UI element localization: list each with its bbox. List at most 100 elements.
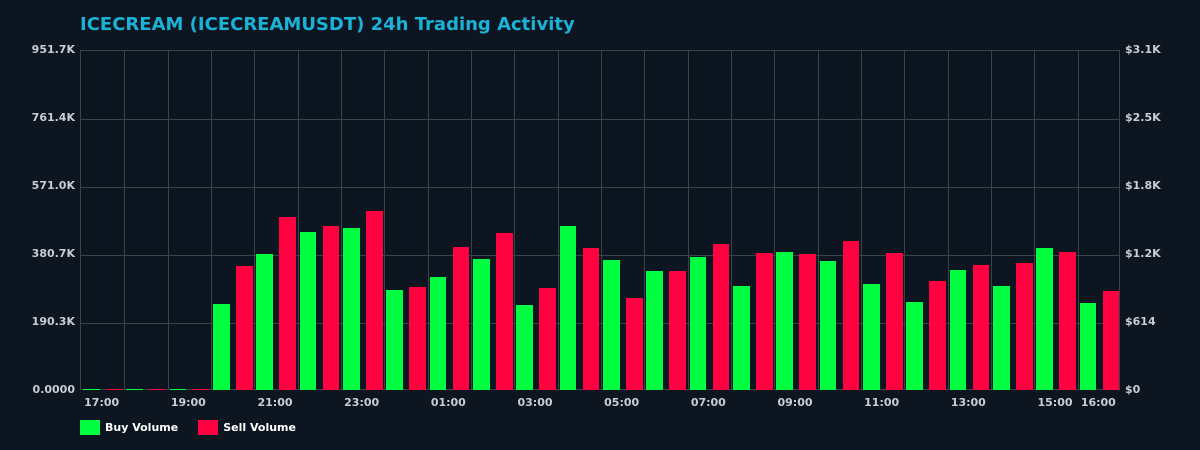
- buy-bar[interactable]: [429, 277, 447, 390]
- h-gridline: [81, 187, 1119, 188]
- sell-bar[interactable]: [539, 288, 556, 390]
- v-gridline: [341, 51, 342, 390]
- x-tick-label: 16:00: [1080, 396, 1116, 409]
- v-gridline: [904, 51, 906, 390]
- h-gridline: [81, 323, 1119, 324]
- buy-bar[interactable]: [1036, 248, 1053, 390]
- sell-bar[interactable]: [322, 226, 340, 390]
- sell-bar[interactable]: [409, 287, 426, 390]
- buy-swatch: [80, 420, 100, 435]
- buy-bar[interactable]: [83, 388, 100, 390]
- buy-bar[interactable]: [559, 226, 577, 390]
- sell-bar[interactable]: [669, 271, 686, 390]
- sell-bar[interactable]: [799, 253, 816, 390]
- x-tick-label: 11:00: [864, 396, 900, 409]
- v-gridline: [167, 51, 169, 390]
- x-tick-label: 05:00: [604, 396, 640, 409]
- buy-bar[interactable]: [299, 232, 317, 390]
- y-right-tick-label: $3.1K: [1125, 43, 1161, 56]
- v-gridline: [384, 51, 386, 390]
- sell-bar[interactable]: [582, 248, 600, 390]
- v-gridline: [1077, 51, 1079, 390]
- v-gridline: [514, 51, 516, 390]
- legend-label-buy: Buy Volume: [105, 421, 179, 434]
- v-gridline: [1034, 51, 1036, 390]
- h-gridline: [81, 119, 1119, 120]
- buy-bar[interactable]: [776, 252, 793, 390]
- v-gridline: [124, 51, 126, 390]
- v-gridline: [817, 51, 819, 390]
- sell-bar[interactable]: [106, 388, 123, 390]
- buy-bar[interactable]: [906, 302, 923, 390]
- x-tick-label: 01:00: [430, 396, 466, 409]
- x-tick-label: 21:00: [257, 396, 293, 409]
- sell-bar[interactable]: [842, 241, 860, 390]
- buy-bar[interactable]: [733, 286, 750, 390]
- v-gridline: [774, 51, 776, 390]
- sell-bar[interactable]: [1102, 291, 1120, 390]
- buy-bar[interactable]: [213, 304, 230, 390]
- buy-bar[interactable]: [646, 271, 663, 390]
- y-left-tick-label: 380.7K: [31, 247, 75, 260]
- buy-bar[interactable]: [949, 269, 967, 390]
- buy-bar[interactable]: [343, 228, 360, 390]
- y-right-tick-label: $1.2K: [1125, 247, 1161, 260]
- sell-bar[interactable]: [972, 264, 990, 390]
- h-gridline: [81, 255, 1119, 256]
- legend-item-sell[interactable]: Sell Volume: [198, 420, 296, 435]
- sell-bar[interactable]: [149, 388, 166, 390]
- sell-swatch: [198, 420, 219, 435]
- buy-bar[interactable]: [819, 261, 837, 390]
- x-tick-label: 23:00: [344, 396, 380, 409]
- y-left-tick-label: 761.4K: [31, 111, 75, 124]
- sell-bar[interactable]: [886, 253, 903, 390]
- sell-bar[interactable]: [236, 266, 253, 390]
- y-left-tick-label: 951.7K: [31, 43, 75, 56]
- buy-bar[interactable]: [256, 254, 273, 390]
- sell-bar[interactable]: [192, 388, 210, 390]
- x-tick-label: 15:00: [1037, 396, 1073, 409]
- sell-bar[interactable]: [279, 217, 296, 390]
- y-right-tick-label: $1.8K: [1125, 179, 1161, 192]
- v-gridline: [297, 51, 299, 390]
- x-tick-label: 09:00: [777, 396, 813, 409]
- sell-bar[interactable]: [756, 253, 773, 390]
- buy-bar[interactable]: [993, 286, 1010, 390]
- v-gridline: [601, 51, 602, 390]
- sell-bar[interactable]: [929, 281, 946, 390]
- x-tick-label: 17:00: [84, 396, 120, 409]
- buy-bar[interactable]: [386, 289, 403, 390]
- buy-bar[interactable]: [169, 388, 187, 390]
- sell-bar[interactable]: [366, 211, 383, 390]
- x-tick-label: 19:00: [170, 396, 206, 409]
- v-gridline: [644, 51, 646, 390]
- sell-bar[interactable]: [1016, 263, 1033, 390]
- legend-item-buy[interactable]: Buy Volume: [80, 420, 178, 435]
- plot-area: [80, 50, 1120, 390]
- sell-bar[interactable]: [496, 233, 513, 390]
- y-right-tick-label: $2.5K: [1125, 111, 1161, 124]
- y-right-tick-label: $614: [1125, 315, 1156, 328]
- y-left-tick-label: 190.3K: [31, 315, 75, 328]
- buy-bar[interactable]: [689, 257, 707, 390]
- sell-bar[interactable]: [626, 298, 643, 390]
- v-gridline: [947, 51, 949, 390]
- sell-bar[interactable]: [452, 247, 470, 390]
- y-right-tick-label: $0: [1125, 383, 1141, 396]
- x-tick-label: 13:00: [950, 396, 986, 409]
- v-gridline: [861, 51, 862, 390]
- x-tick-label: 07:00: [690, 396, 726, 409]
- sell-bar[interactable]: [1059, 252, 1076, 390]
- buy-bar[interactable]: [603, 259, 620, 390]
- buy-bar[interactable]: [863, 283, 880, 390]
- buy-bar[interactable]: [473, 258, 490, 390]
- legend: Buy Volume Sell Volume: [80, 420, 316, 435]
- v-gridline: [557, 51, 559, 390]
- buy-bar[interactable]: [1079, 303, 1097, 390]
- x-axis-line: [81, 389, 1119, 390]
- v-gridline: [687, 51, 689, 390]
- buy-bar[interactable]: [516, 304, 533, 390]
- buy-bar[interactable]: [126, 388, 143, 390]
- sell-bar[interactable]: [712, 243, 730, 390]
- v-gridline: [254, 51, 256, 390]
